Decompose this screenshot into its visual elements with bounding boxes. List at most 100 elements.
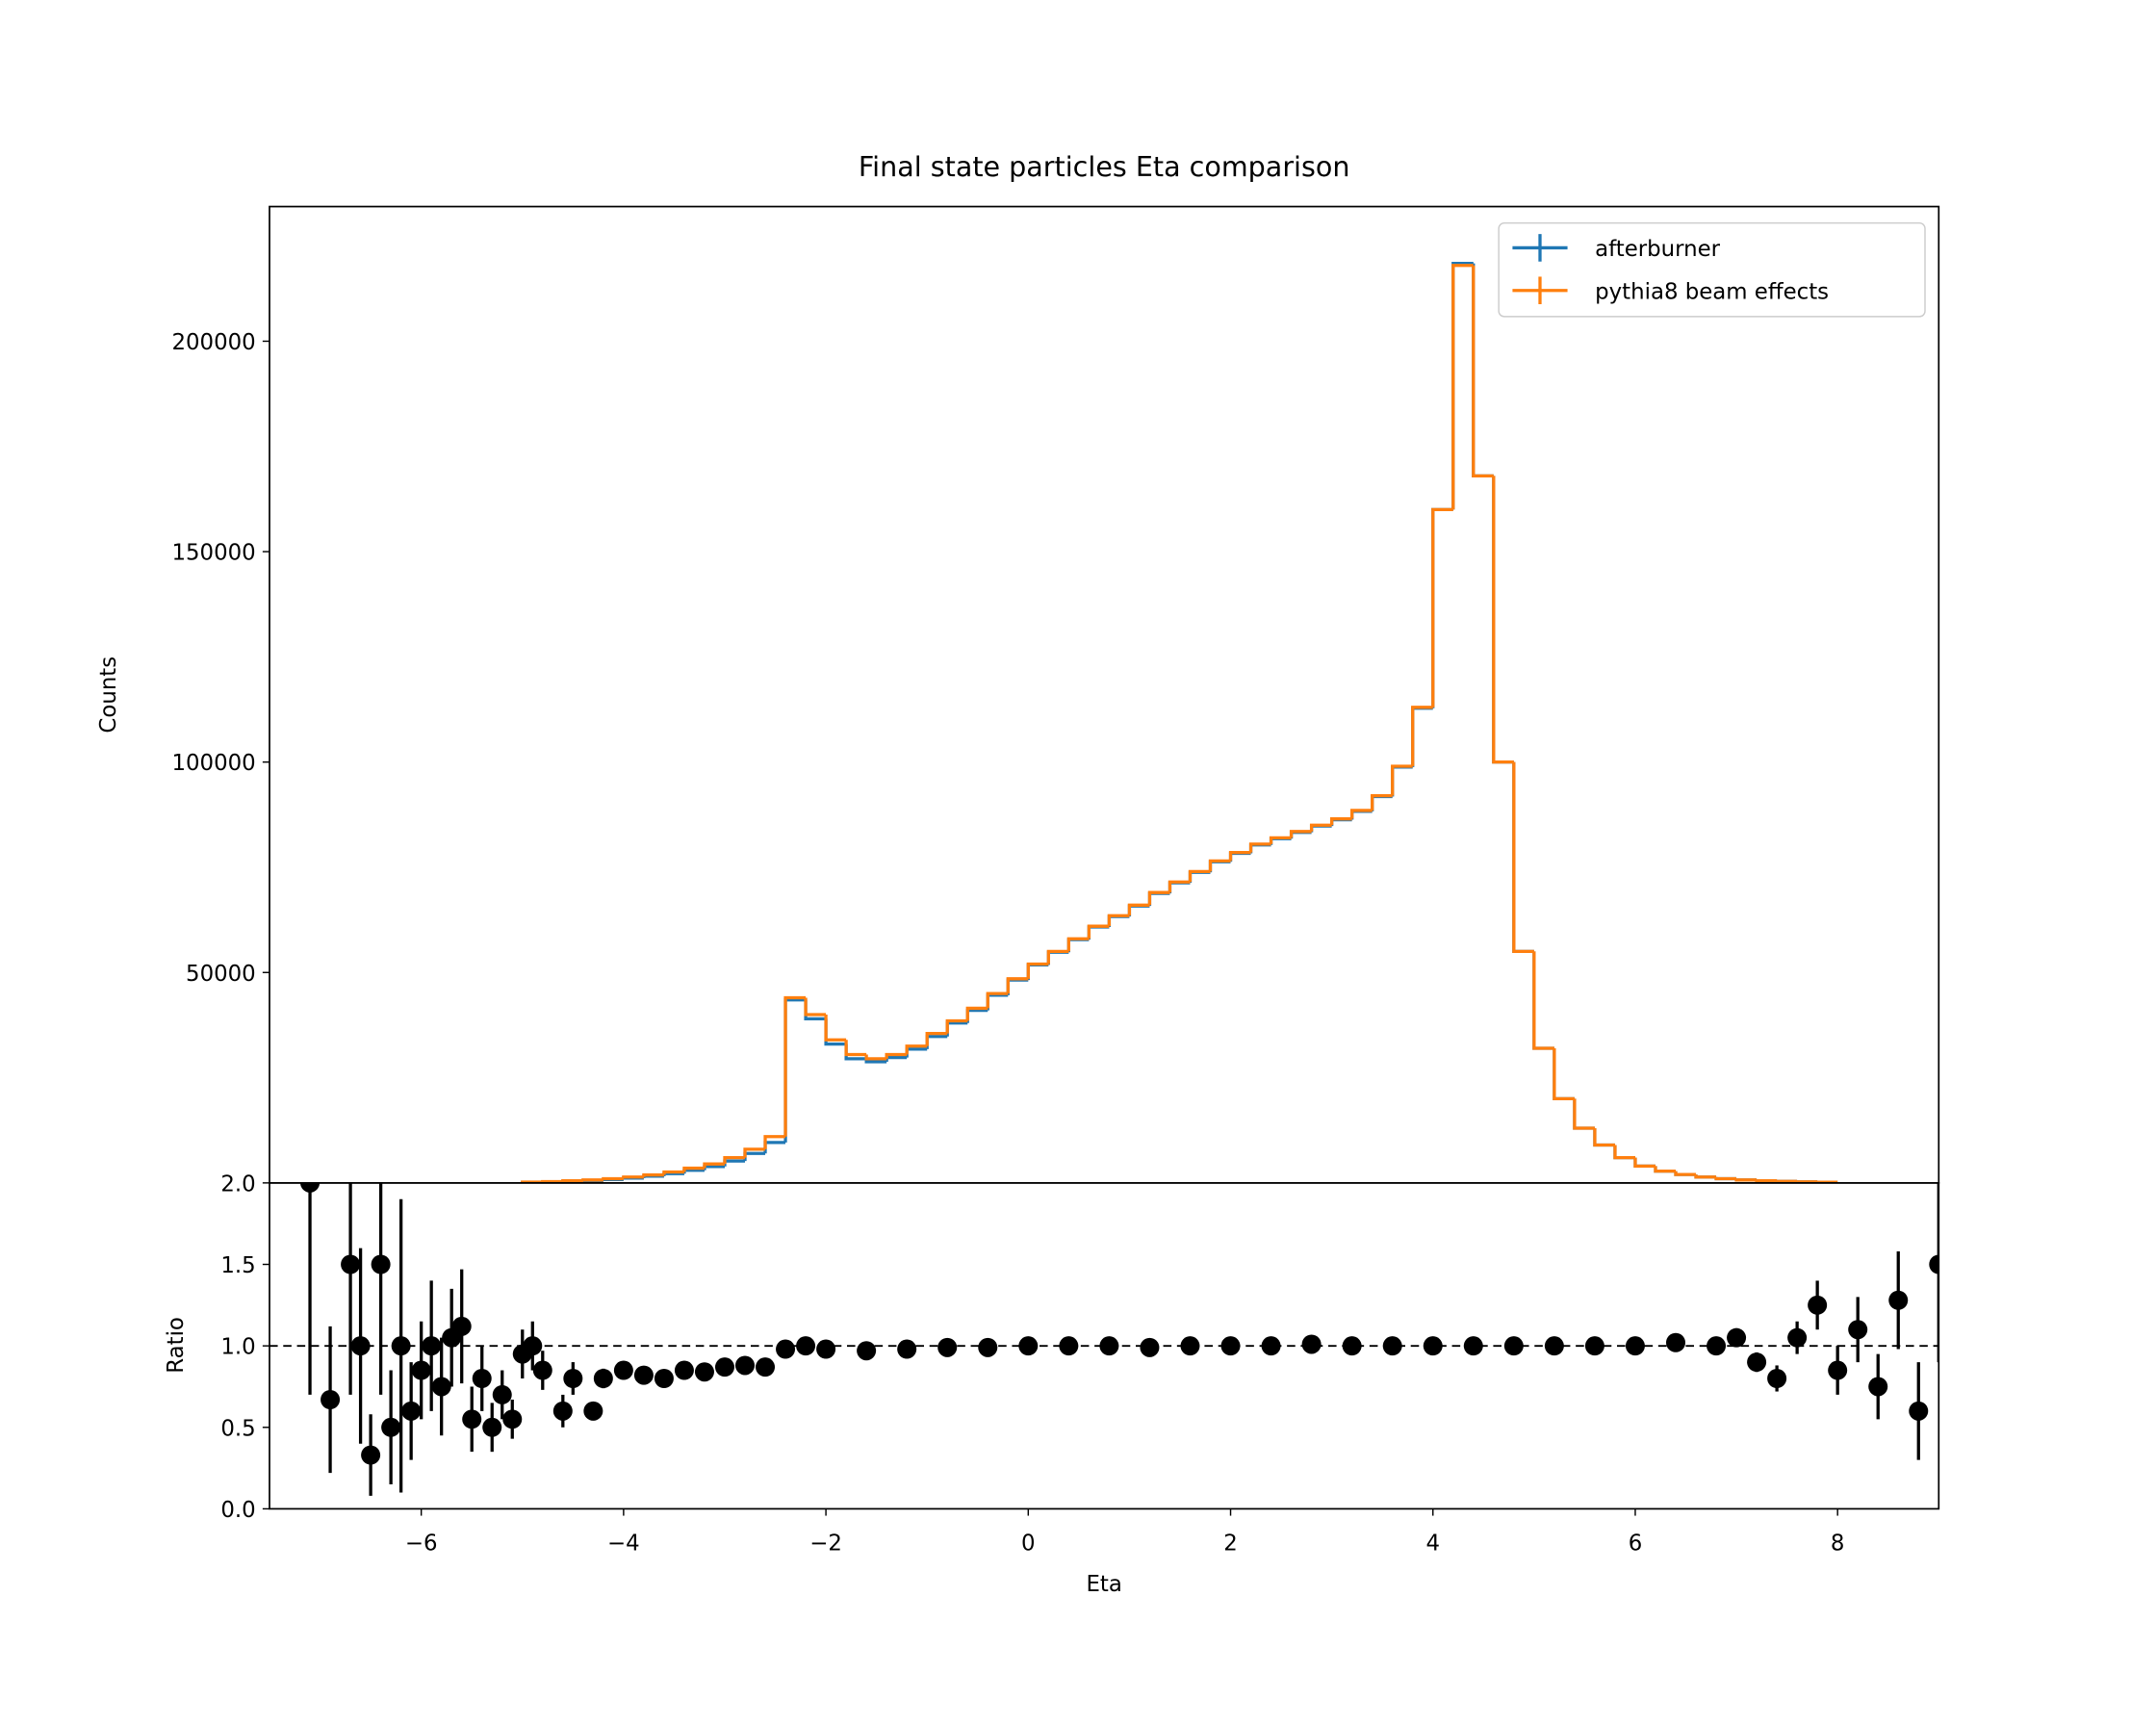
- histogram-step: [1107, 914, 1130, 928]
- ratio-point: [411, 1360, 431, 1380]
- y-tick-label: 100000: [171, 751, 255, 776]
- ratio-point: [472, 1369, 492, 1388]
- histogram-step: [905, 1044, 928, 1055]
- histogram-step: [1532, 951, 1554, 1050]
- y-tick-label: 0.5: [220, 1416, 255, 1441]
- ratio-point: [694, 1362, 714, 1382]
- histogram-step: [622, 1175, 644, 1179]
- ratio-point: [1099, 1336, 1119, 1356]
- histogram-step: [662, 1170, 684, 1175]
- ratio-point: [1909, 1401, 1929, 1421]
- ratio-point: [381, 1417, 401, 1437]
- y-tick-label: 1.5: [220, 1253, 255, 1278]
- ratio-point: [937, 1337, 958, 1357]
- histogram-step: [703, 1162, 725, 1169]
- ratio-point: [1140, 1337, 1160, 1357]
- ratio-point: [1625, 1336, 1645, 1356]
- histogram-step: [945, 1021, 968, 1037]
- histogram-step: [1350, 809, 1373, 819]
- histogram-step: [925, 1032, 948, 1046]
- histogram-step: [743, 1147, 766, 1158]
- histogram-step: [844, 1040, 867, 1057]
- ratio-point: [674, 1360, 694, 1380]
- histogram-step: [1613, 1145, 1635, 1160]
- histogram-step: [763, 1141, 786, 1154]
- histogram-step: [1411, 706, 1433, 767]
- y-axis-label: Ratio: [164, 1317, 189, 1374]
- ratio-point: [422, 1336, 442, 1356]
- ratio-point: [756, 1357, 776, 1377]
- ratio-point: [523, 1336, 543, 1356]
- histogram-step: [1573, 1098, 1595, 1130]
- ratio-point: [735, 1355, 756, 1376]
- histogram-step: [1593, 1128, 1615, 1147]
- ratio-point: [1018, 1336, 1039, 1356]
- ratio-point: [1463, 1336, 1483, 1356]
- histogram-step: [1269, 837, 1292, 845]
- histogram-step: [945, 1018, 968, 1034]
- histogram-step: [1248, 843, 1271, 854]
- histogram-step: [1553, 1047, 1575, 1101]
- histogram-step: [703, 1165, 725, 1171]
- histogram-step: [844, 1043, 867, 1061]
- histogram-step: [1512, 761, 1534, 954]
- ratio-point: [613, 1360, 633, 1380]
- histogram-step: [1391, 765, 1413, 797]
- histogram-step: [1654, 1166, 1676, 1173]
- histogram-step: [1451, 264, 1474, 510]
- ratio-point: [1059, 1336, 1079, 1356]
- x-tick-label: 0: [1021, 1531, 1036, 1556]
- ratio-point: [502, 1409, 523, 1429]
- ratio-point: [816, 1339, 836, 1359]
- ratio-point: [462, 1409, 482, 1429]
- histogram-step: [602, 1176, 624, 1181]
- ratio-point: [371, 1254, 391, 1274]
- ratio-point: [341, 1254, 361, 1274]
- histogram-step: [1512, 761, 1534, 954]
- histogram-step: [743, 1151, 766, 1162]
- ratio-point: [1828, 1360, 1848, 1380]
- histogram-step: [1046, 949, 1069, 965]
- y-tick-label: 2.0: [220, 1171, 255, 1197]
- histogram-step: [1066, 938, 1090, 953]
- histogram-step: [824, 1014, 847, 1042]
- ratio-point: [1808, 1295, 1828, 1315]
- histogram-step: [1714, 1176, 1737, 1181]
- histogram-step: [1168, 881, 1191, 894]
- histogram-step: [905, 1047, 928, 1058]
- ratio-point: [321, 1390, 341, 1410]
- ratio-point: [350, 1336, 371, 1356]
- x-tick-label: 4: [1425, 1531, 1440, 1556]
- ratio-point: [451, 1316, 472, 1336]
- x-tick-label: 2: [1223, 1531, 1238, 1556]
- x-tick-label: 6: [1629, 1531, 1643, 1556]
- histogram-step: [1248, 842, 1271, 853]
- histogram-step: [1188, 869, 1211, 883]
- histogram-step: [1694, 1174, 1717, 1179]
- histogram-step: [1411, 707, 1433, 767]
- ratio-point: [1727, 1327, 1747, 1348]
- ratio-point: [1180, 1336, 1200, 1356]
- histogram-area: [521, 261, 1838, 1183]
- ratio-point: [401, 1401, 422, 1421]
- histogram-step: [682, 1166, 705, 1172]
- histogram-step: [1431, 507, 1453, 708]
- histogram-step: [1127, 903, 1150, 916]
- histogram-step: [763, 1135, 786, 1149]
- histogram-step: [1127, 904, 1150, 917]
- histogram-step: [965, 1008, 988, 1023]
- ratio-point: [1888, 1290, 1909, 1310]
- ratio-point: [978, 1337, 998, 1357]
- histogram-step: [723, 1155, 746, 1165]
- histogram-step: [1492, 476, 1514, 764]
- histogram-step: [1573, 1098, 1595, 1130]
- ratio-point: [1503, 1336, 1524, 1356]
- histogram-step: [1755, 1179, 1778, 1183]
- ratio-point: [593, 1369, 613, 1388]
- ratio-point: [1301, 1334, 1322, 1354]
- ratio-point: [1868, 1377, 1888, 1397]
- ratio-point: [1261, 1336, 1281, 1356]
- histogram-step: [1553, 1047, 1575, 1101]
- ratio-point: [776, 1339, 796, 1359]
